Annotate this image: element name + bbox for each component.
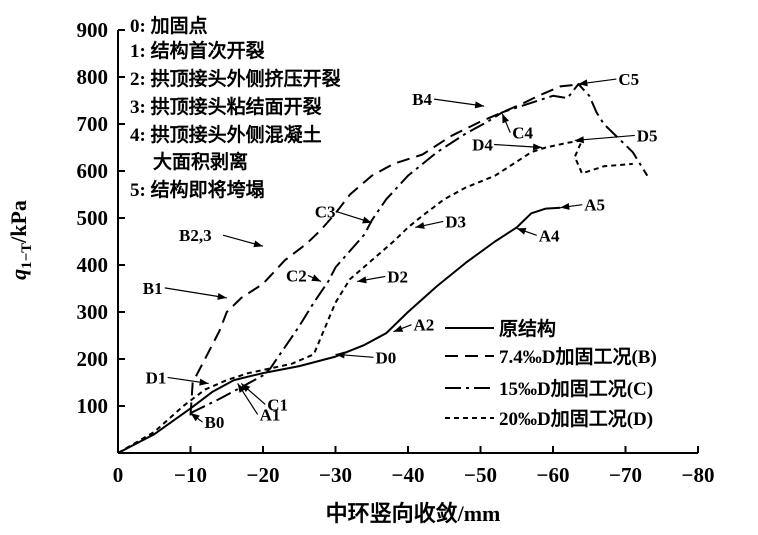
stage-item: 4: 拱顶接头外侧混凝土 <box>130 123 322 146</box>
annotation-leader <box>574 134 635 142</box>
annotation-arrowhead <box>237 383 246 393</box>
x-tick-label: 0 <box>113 463 124 487</box>
x-tick-label: −50 <box>464 463 497 487</box>
x-tick-label: −10 <box>174 463 207 487</box>
annotation-label: D4 <box>472 136 493 155</box>
series-lines <box>117 83 649 454</box>
annotation-leader <box>164 287 227 299</box>
annotations: A1 A2 A4 A5 B0 B1 B2,3 B4 C1 C2 C3 C4 C5 D0 D1 D2 D3 D4 D5 <box>143 70 658 432</box>
annotation-arrowhead <box>474 101 485 109</box>
annotation-label: C3 <box>315 203 336 222</box>
stage-item: 1: 结构首次开裂 <box>130 39 265 62</box>
annotation-label: C1 <box>267 395 288 414</box>
stage-item: 大面积剥离 <box>153 150 248 173</box>
y-tick-label: 900 <box>77 18 109 42</box>
legend-label-3: 20‰D加固工况(D) <box>499 408 653 430</box>
annotation-label: A5 <box>584 196 605 215</box>
annotation-label: D3 <box>445 212 466 231</box>
annotation-label: B4 <box>412 90 432 109</box>
x-tick-label: −30 <box>319 463 352 487</box>
y-tick-label: 700 <box>77 112 109 136</box>
y-tick-label: 500 <box>77 206 109 230</box>
annotation-label: A2 <box>414 316 435 335</box>
y-tick-label: 400 <box>77 253 109 277</box>
axes <box>117 29 699 454</box>
y-title-unit: /kPa <box>6 200 31 244</box>
annotation-label: D1 <box>146 368 167 387</box>
y-tick-label: 100 <box>77 394 109 418</box>
y-tick-label: 200 <box>77 347 109 371</box>
annotation-label: C5 <box>618 70 639 89</box>
annotation-arrowhead <box>335 351 345 359</box>
series-line-3 <box>117 139 633 454</box>
annotation-label: C2 <box>286 266 307 285</box>
annotation-arrowhead <box>311 274 321 282</box>
annotation-label: D5 <box>637 126 658 145</box>
stage-item: 3: 拱顶接头粘结面开裂 <box>130 95 322 118</box>
x-tick-label: −70 <box>609 463 642 487</box>
series-legend: 原结构 7.4‰D加固工况(B) 15‰D加固工况(C) 20‰D加固工况(D) <box>445 317 657 430</box>
annotation-arrowhead <box>532 143 543 151</box>
annotation-arrowhead <box>362 216 372 224</box>
annotation-arrowhead <box>415 222 425 229</box>
annotation-arrowhead <box>516 228 527 235</box>
annotation-arrowhead <box>560 202 570 210</box>
annotation-arrowhead <box>357 276 367 284</box>
stage-item: 5: 结构即将垮塌 <box>130 178 265 201</box>
y-tick-label: 600 <box>77 159 109 183</box>
y-tick-label: 800 <box>77 65 109 89</box>
tick-labels: 0 −10 −20 −30 −40 −50 −60 −70 −80 100 200 300 400 500… <box>77 18 715 487</box>
y-axis-title: q1−T/kPa <box>6 200 35 280</box>
x-axis-title: 中环竖向收敛/mm <box>326 501 501 526</box>
annotation-arrowhead <box>253 240 263 248</box>
annotation-label: B2,3 <box>179 226 212 245</box>
annotation-label: D0 <box>376 348 397 367</box>
annotation-label: D2 <box>387 267 408 286</box>
annotation-arrowhead <box>578 79 588 87</box>
x-tick-label: −80 <box>682 463 715 487</box>
annotation-arrowhead <box>190 413 200 422</box>
annotation-arrowhead <box>502 113 509 124</box>
annotation-label: A4 <box>539 226 560 245</box>
x-tick-label: −40 <box>392 463 425 487</box>
annotation-arrowhead <box>241 383 251 393</box>
series-line-0 <box>117 206 561 454</box>
annotation-arrowhead <box>199 378 209 386</box>
annotation-label: B0 <box>205 413 225 432</box>
y-tick-label: 300 <box>77 300 109 324</box>
annotation-label: A1 <box>260 405 281 424</box>
legend-label-0: 原结构 <box>499 317 556 340</box>
annotation-label: B1 <box>143 279 163 298</box>
annotation-arrowhead <box>217 293 227 300</box>
stage-item: 0: 加固点 <box>130 15 208 37</box>
annotation-label: C4 <box>512 124 533 143</box>
series-line-1 <box>189 83 583 416</box>
stage-item: 2: 拱顶接头外侧挤压开裂 <box>130 67 341 90</box>
annotation-arrowhead <box>574 136 585 144</box>
annotation-arrowhead <box>393 325 404 332</box>
y-title-subscript: 1−T <box>19 243 35 269</box>
x-tick-label: −60 <box>537 463 570 487</box>
series-line-2 <box>190 83 649 414</box>
legend-label-1: 7.4‰D加固工况(B) <box>499 346 657 368</box>
legend-label-2: 15‰D加固工况(C) <box>499 378 653 400</box>
x-tick-label: −20 <box>247 463 280 487</box>
y-title-symbol: q <box>6 269 31 280</box>
